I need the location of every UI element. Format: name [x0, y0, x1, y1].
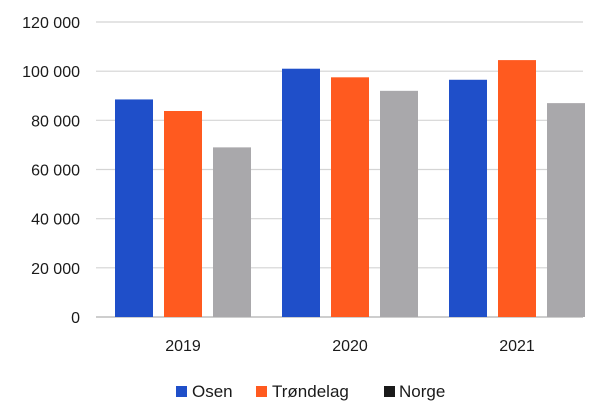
y-tick-label: 80 000 [31, 113, 80, 130]
y-tick-label: 40 000 [31, 212, 80, 229]
legend: Osen Trøndelag Norge [176, 382, 445, 401]
y-tick-label: 60 000 [31, 163, 80, 180]
bar-osen-2019 [115, 99, 153, 317]
y-tick-label: 20 000 [31, 261, 80, 278]
bar-tr-ndelag-2020 [331, 77, 369, 317]
bars [115, 60, 585, 318]
bar-osen-2021 [449, 79, 487, 317]
bar-osen-2020 [282, 68, 320, 317]
legend-marker-osen [176, 386, 187, 397]
x-tick-label: 2021 [499, 338, 535, 355]
y-tick-label: 120 000 [22, 15, 80, 32]
x-axis-ticks: 2019 2020 2021 [165, 338, 535, 355]
bar-norge-2020 [380, 90, 418, 317]
x-tick-label: 2020 [332, 338, 368, 355]
x-tick-label: 2019 [165, 338, 201, 355]
y-axis-ticks: 0 20 000 40 000 60 000 80 000 100 000 120 000 [22, 15, 80, 327]
legend-label: Trøndelag [272, 382, 349, 401]
y-tick-label: 100 000 [22, 64, 80, 81]
legend-label: Osen [192, 382, 233, 401]
bar-norge-2021 [547, 103, 585, 317]
legend-marker-tr-ndelag [256, 386, 267, 397]
bar-tr-ndelag-2019 [164, 110, 202, 317]
y-tick-label: 0 [71, 310, 80, 327]
bar-norge-2019 [213, 147, 251, 317]
legend-marker-norge [384, 386, 395, 397]
legend-label: Norge [399, 382, 445, 401]
bar-tr-ndelag-2021 [498, 60, 536, 318]
